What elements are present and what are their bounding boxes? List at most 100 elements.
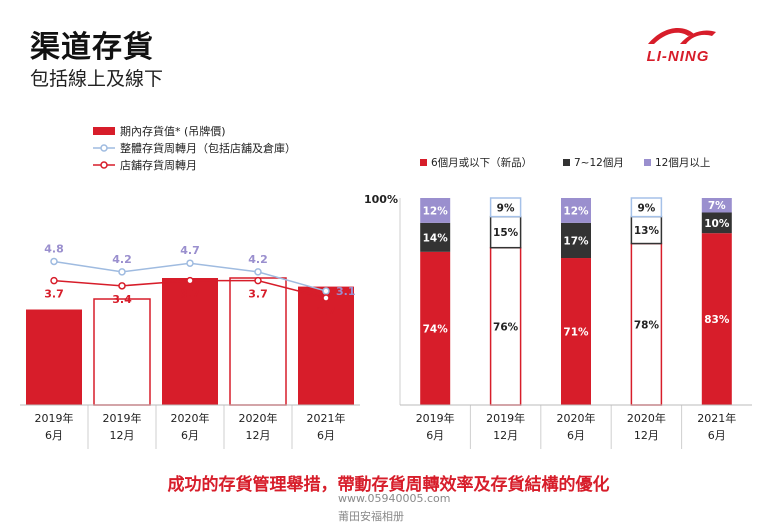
- right-chart: 6個月或以下（新品） 7~12個月 12個月以上 100% 74%14%12%7…: [364, 156, 752, 449]
- x-tick-label: 6月: [181, 429, 199, 442]
- stack-segment: [701, 198, 732, 213]
- x-tick-label: 6月: [45, 429, 63, 442]
- segment-label: 9%: [637, 202, 655, 214]
- point-overall: [254, 268, 262, 276]
- segment-label: 15%: [493, 227, 519, 239]
- x-tick-label: 2019年: [35, 411, 74, 425]
- segment-label: 78%: [634, 319, 660, 331]
- right-plot-area: 74% 14% 12% 76% 15% 9% 71% 17% 12% 78% 13% 9% 83% 10%…: [420, 197, 732, 406]
- x-tick-label: 2019年: [103, 411, 142, 425]
- segment-label: 9%: [497, 202, 515, 214]
- data-label-overall: 4.2: [248, 253, 268, 266]
- x-tick-label: 2020年: [171, 411, 210, 425]
- left-x-axis: 2019年 6月 2019年 12月 2020年 6月 2020年 12月 2021年 6月: [20, 404, 360, 449]
- li-ning-logo: LI-NING: [628, 22, 728, 70]
- x-tick-label: 6月: [426, 429, 444, 442]
- stack-segment: [701, 233, 732, 405]
- data-label-overall: 4.2: [112, 253, 132, 266]
- segment-label: 83%: [704, 314, 730, 326]
- x-tick-label: 6月: [317, 429, 335, 442]
- stack-segment: [630, 197, 663, 218]
- right-x-axis: 2019年 6月 2019年 12月 2020年 6月 2020年 12月 2021年 6月: [399, 198, 752, 449]
- x-tick-label: 2020年: [627, 411, 666, 425]
- left-legend: 期內存貨值* (吊牌價) 整體存貨周轉月（包括店舖及倉庫） 店舖存貨周轉月: [93, 124, 296, 172]
- x-tick-label: 6月: [708, 429, 726, 442]
- legend-label-overall: 整體存貨周轉月（包括店舖及倉庫）: [120, 141, 296, 155]
- data-label-store: 3.7: [44, 288, 64, 301]
- segment-label: 12%: [563, 205, 589, 217]
- x-tick-label: 6月: [567, 429, 585, 442]
- stack-segment: [420, 251, 451, 405]
- data-label-store: 3.7: [248, 288, 268, 301]
- x-tick-label: 12月: [246, 429, 271, 442]
- segment-label: 17%: [563, 235, 589, 247]
- segment-label: 13%: [634, 225, 660, 237]
- x-tick-label: 12月: [634, 429, 659, 442]
- watermark-url: www.05940005.com: [338, 492, 451, 505]
- stack-segment: [561, 258, 591, 405]
- data-label-store: 3.7: [180, 288, 200, 301]
- legend-label-old: 12個月以上: [655, 156, 710, 169]
- segment-label: 12%: [423, 205, 449, 217]
- legend-swatch-bar: [93, 127, 115, 135]
- x-tick-label: 2020年: [557, 411, 596, 425]
- legend-marker-store: [100, 161, 108, 169]
- point-store: [254, 276, 262, 285]
- page-title: 渠道存貨: [30, 30, 154, 65]
- x-tick-label: 2019年: [486, 411, 525, 425]
- stack-segment: [561, 198, 591, 223]
- stack-segment: [489, 246, 522, 406]
- segment-label: 71%: [563, 327, 589, 339]
- legend-swatch-old: [644, 159, 651, 166]
- logo-wordmark: LI-NING: [646, 48, 710, 65]
- data-label-overall: 3.1: [336, 285, 356, 298]
- segment-label: 7%: [708, 200, 726, 212]
- x-tick-label: 2021年: [307, 411, 346, 425]
- point-overall: [50, 257, 58, 266]
- x-tick-label: 12月: [493, 429, 518, 442]
- stack-segment: [489, 197, 522, 218]
- data-label-store: 3.4: [112, 293, 132, 306]
- stack-segment: [561, 222, 591, 259]
- point-store: [186, 276, 194, 285]
- legend-label-new: 6個月或以下（新品）: [431, 156, 532, 169]
- legend-marker-overall: [100, 144, 108, 152]
- watermark-name: 莆田安福相册: [338, 510, 404, 523]
- data-label-overall: 4.8: [44, 242, 64, 255]
- stack-segment: [630, 242, 663, 406]
- inventory-bar: [93, 298, 151, 406]
- page-subtitle: 包括線上及線下: [30, 68, 164, 90]
- inventory-bar: [229, 277, 287, 406]
- legend-label-mid: 7~12個月: [574, 156, 624, 169]
- stack-segment: [630, 215, 663, 245]
- point-store: [322, 294, 330, 302]
- segment-label: 76%: [493, 321, 519, 333]
- legend-label-bar: 期內存貨值* (吊牌價): [120, 124, 226, 138]
- segment-label: 14%: [423, 232, 449, 244]
- point-overall: [118, 268, 126, 276]
- y-tick-100: 100%: [364, 193, 398, 206]
- segment-label: 74%: [423, 323, 449, 335]
- stack-segment: [701, 212, 732, 234]
- stack-segment: [420, 198, 451, 223]
- left-chart: 期內存貨值* (吊牌價) 整體存貨周轉月（包括店舖及倉庫） 店舖存貨周轉月 4.…: [20, 124, 360, 449]
- segment-label: 10%: [704, 218, 730, 230]
- point-store: [50, 276, 58, 285]
- data-label-overall: 4.7: [180, 244, 200, 257]
- inventory-bar: [162, 278, 218, 405]
- point-store: [118, 282, 126, 290]
- point-overall: [322, 287, 330, 295]
- x-tick-label: 12月: [110, 429, 135, 442]
- x-tick-label: 2020年: [239, 411, 278, 425]
- stack-segment: [420, 222, 451, 252]
- inventory-bar: [26, 309, 82, 405]
- data-label-store: 2.7: [316, 305, 336, 318]
- legend-swatch-new: [420, 159, 427, 166]
- footer-message: 成功的存貨管理舉措，帶動存貨周轉效率及存貨結構的優化: [167, 475, 610, 495]
- logo-swoosh-icon: [648, 28, 716, 44]
- right-legend: 6個月或以下（新品） 7~12個月 12個月以上: [420, 156, 710, 169]
- legend-label-store: 店舖存貨周轉月: [120, 158, 197, 172]
- point-overall: [186, 259, 194, 267]
- inventory-bar: [298, 286, 354, 405]
- left-plot-area: 4.8 4.2 4.7 4.2 3.1 3.7 3.4 3.7 3.7 2.7: [26, 242, 356, 406]
